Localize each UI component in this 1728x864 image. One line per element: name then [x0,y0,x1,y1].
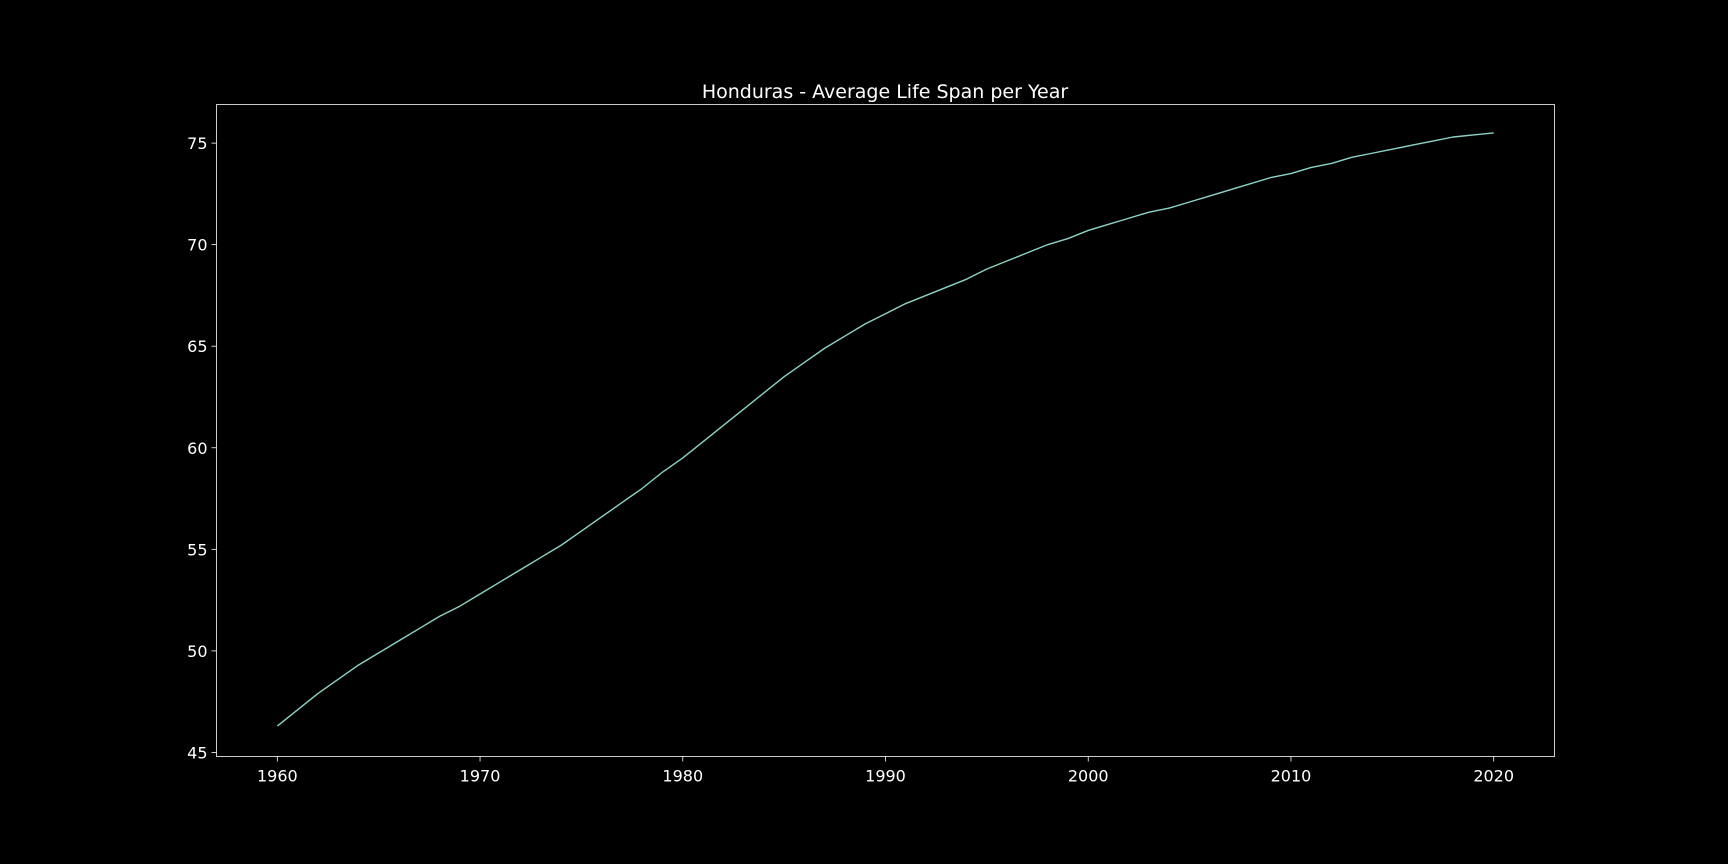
y-tick-label: 50 [187,642,207,661]
x-axis: 1960 1970 1980 1990 2000 2010 2020 [257,756,1514,786]
y-tick-label: 45 [187,743,207,762]
y-tick-label: 65 [187,337,207,356]
plot-frame [216,104,1555,757]
x-tick-label: 1990 [865,767,906,786]
y-tick-label: 60 [187,439,207,458]
x-tick-label: 2000 [1068,767,1109,786]
x-tick-label: 2020 [1473,767,1514,786]
y-axis: 45 50 55 60 65 70 75 [187,134,217,762]
x-tick-label: 1960 [257,767,298,786]
y-tick-label: 55 [187,540,207,559]
x-tick-label: 1970 [460,767,501,786]
chart-title: Honduras - Average Life Span per Year [702,81,1069,103]
series-line [276,132,1494,727]
y-tick-label: 75 [187,134,207,153]
series-layer [276,132,1494,727]
x-tick-label: 1980 [662,767,703,786]
y-tick-label: 70 [187,236,207,255]
x-tick-label: 2010 [1271,767,1312,786]
